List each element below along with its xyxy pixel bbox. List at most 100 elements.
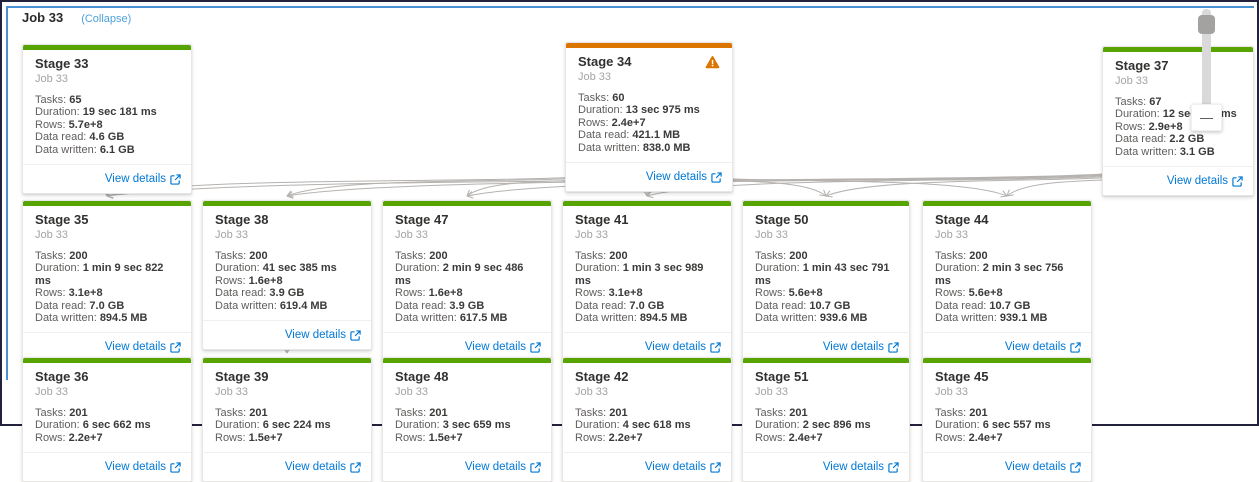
view-details-link[interactable]: View details	[105, 173, 181, 185]
view-details-link[interactable]: View details	[1005, 461, 1081, 473]
external-link-icon	[710, 342, 721, 353]
view-details-label: View details	[822, 341, 884, 354]
stat-data-written: Data written: 894.5 MB	[35, 312, 148, 325]
stage-card-stage-35[interactable]: Stage 35 Job 33 Tasks: 200 Duration: 1 mi…	[22, 200, 192, 363]
stage-card-stage-45[interactable]: Stage 45 Job 33 Tasks: 201 Duration: 6 se…	[922, 357, 1092, 482]
stage-title: Stage 41	[575, 212, 629, 227]
view-details-link[interactable]: View details	[465, 341, 541, 353]
stage-card-stage-38[interactable]: Stage 38 Job 33 Tasks: 200 Duration: 41 s…	[202, 200, 372, 351]
stat-data-read: Data read: 2.2 GB	[1115, 133, 1205, 146]
stat-rows: Rows: 3.1e+8	[35, 287, 103, 300]
stage-card-stage-34[interactable]: Stage 34 Job 33 Tasks: 60 Duration: 13 se…	[565, 42, 733, 193]
stat-rows: Rows: 5.7e+8	[35, 118, 103, 131]
stat-duration: Duration: 19 sec 181 ms	[35, 106, 157, 119]
stage-card-stage-37[interactable]: Stage 37 Job 33 Tasks: 67 Duration: 12 se…	[1102, 46, 1254, 197]
stage-status-bar	[563, 358, 731, 363]
stat-rows: Rows: 1.5e+7	[215, 431, 283, 444]
collapse-link[interactable]: (Collapse)	[81, 13, 132, 25]
stat-rows: Rows: 5.6e+8	[755, 287, 823, 300]
external-link-icon	[1070, 342, 1081, 353]
stat-rows: Rows: 1.6e+8	[395, 287, 463, 300]
stage-card-stage-39[interactable]: Stage 39 Job 33 Tasks: 201 Duration: 6 se…	[202, 357, 372, 482]
stage-title: Stage 48	[395, 369, 449, 384]
stat-tasks: Tasks: 201	[35, 407, 88, 419]
stage-job-label: Job 33	[395, 386, 429, 398]
stage-status-bar	[743, 201, 909, 206]
stage-card-stage-36[interactable]: Stage 36 Job 33 Tasks: 201 Duration: 6 se…	[22, 357, 192, 482]
stage-job-label: Job 33	[215, 386, 249, 398]
stage-card-stage-33[interactable]: Stage 33 Job 33 Tasks: 65 Duration: 19 se…	[22, 44, 192, 195]
stage-job-label: Job 33	[578, 71, 612, 83]
stat-tasks: Tasks: 65	[35, 94, 82, 106]
view-details-link[interactable]: View details	[1005, 341, 1081, 353]
stage-card-stage-47[interactable]: Stage 47 Job 33 Tasks: 200 Duration: 2 mi…	[382, 200, 552, 363]
view-details-link[interactable]: View details	[823, 461, 899, 473]
view-details-link[interactable]: View details	[285, 329, 361, 341]
stat-data-read: Data read: 7.0 GB	[35, 299, 125, 312]
stage-status-bar	[23, 45, 191, 50]
minus-icon: —	[1200, 110, 1213, 125]
stage-card-stage-42[interactable]: Stage 42 Job 33 Tasks: 201 Duration: 4 se…	[562, 357, 732, 482]
zoom-slider-track[interactable]	[1202, 9, 1211, 131]
stat-data-read: Data read: 7.0 GB	[575, 299, 665, 312]
view-details-label: View details	[822, 461, 884, 474]
stat-rows: Rows: 2.4e+7	[578, 116, 646, 129]
view-details-link[interactable]: View details	[465, 461, 541, 473]
stage-title: Stage 39	[215, 369, 269, 384]
stage-job-label: Job 33	[35, 229, 69, 241]
external-link-icon	[170, 173, 181, 185]
stat-tasks: Tasks: 201	[395, 407, 448, 419]
view-details-label: View details	[645, 171, 707, 184]
stage-job-label: Job 33	[35, 386, 69, 398]
stage-title: Stage 37	[1115, 58, 1169, 73]
view-details-link[interactable]: View details	[105, 461, 181, 473]
job-title: Job 33	[22, 10, 64, 25]
stat-tasks: Tasks: 200	[215, 250, 268, 262]
stat-tasks: Tasks: 200	[575, 250, 628, 262]
view-details-label: View details	[644, 341, 706, 354]
zoom-slider-thumb[interactable]	[1198, 15, 1215, 34]
stage-stats: Tasks: 200 Duration: 1 min 3 sec 989 ms Ro…	[575, 250, 719, 324]
stage-card-stage-48[interactable]: Stage 48 Job 33 Tasks: 201 Duration: 3 se…	[382, 357, 552, 482]
stat-duration: Duration: 41 sec 385 ms	[215, 262, 337, 275]
stat-data-written: Data written: 3.1 GB	[1115, 145, 1215, 158]
stat-data-written: Data written: 838.0 MB	[578, 141, 691, 154]
stage-job-label: Job 33	[935, 386, 969, 398]
stage-stats: Tasks: 200 Duration: 1 min 43 sec 791 ms R…	[755, 250, 897, 324]
view-details-link[interactable]: View details	[645, 341, 721, 353]
stage-title: Stage 34	[578, 54, 632, 69]
stage-card-stage-50[interactable]: Stage 50 Job 33 Tasks: 200 Duration: 1 mi…	[742, 200, 910, 363]
stage-title: Stage 35	[35, 212, 89, 227]
stage-title: Stage 33	[35, 56, 89, 71]
stage-status-bar	[563, 201, 731, 206]
view-details-label: View details	[284, 329, 346, 342]
stage-job-label: Job 33	[395, 229, 429, 241]
stat-rows: Rows: 2.4e+7	[935, 431, 1003, 444]
view-details-link[interactable]: View details	[1167, 175, 1243, 187]
zoom-out-button[interactable]: —	[1191, 104, 1222, 131]
view-details-link[interactable]: View details	[285, 461, 361, 473]
stat-duration: Duration: 1 min 9 sec 822 ms	[35, 262, 164, 287]
stat-tasks: Tasks: 200	[755, 250, 808, 262]
stat-tasks: Tasks: 60	[578, 92, 625, 104]
stage-card-stage-51[interactable]: Stage 51 Job 33 Tasks: 201 Duration: 2 se…	[742, 357, 910, 482]
view-details-label: View details	[644, 461, 706, 474]
view-details-label: View details	[104, 173, 166, 186]
stage-stats: Tasks: 200 Duration: 2 min 3 sec 756 ms Ro…	[935, 250, 1079, 324]
stage-job-label: Job 33	[755, 229, 789, 241]
stage-stats: Tasks: 65 Duration: 19 sec 181 ms Rows: 5.…	[35, 94, 179, 156]
stage-status-bar	[203, 358, 371, 363]
view-details-label: View details	[464, 461, 526, 474]
stat-tasks: Tasks: 200	[35, 250, 88, 262]
stat-rows: Rows: 2.2e+7	[35, 431, 103, 444]
external-link-icon	[1232, 175, 1243, 187]
view-details-link[interactable]: View details	[645, 461, 721, 473]
stage-card-stage-44[interactable]: Stage 44 Job 33 Tasks: 200 Duration: 2 mi…	[922, 200, 1092, 363]
stage-card-stage-41[interactable]: Stage 41 Job 33 Tasks: 200 Duration: 1 mi…	[562, 200, 732, 363]
view-details-link[interactable]: View details	[646, 171, 722, 183]
view-details-link[interactable]: View details	[823, 341, 899, 353]
stat-duration: Duration: 2 min 9 sec 486 ms	[395, 262, 524, 287]
view-details-label: View details	[1166, 175, 1228, 188]
view-details-link[interactable]: View details	[105, 341, 181, 353]
